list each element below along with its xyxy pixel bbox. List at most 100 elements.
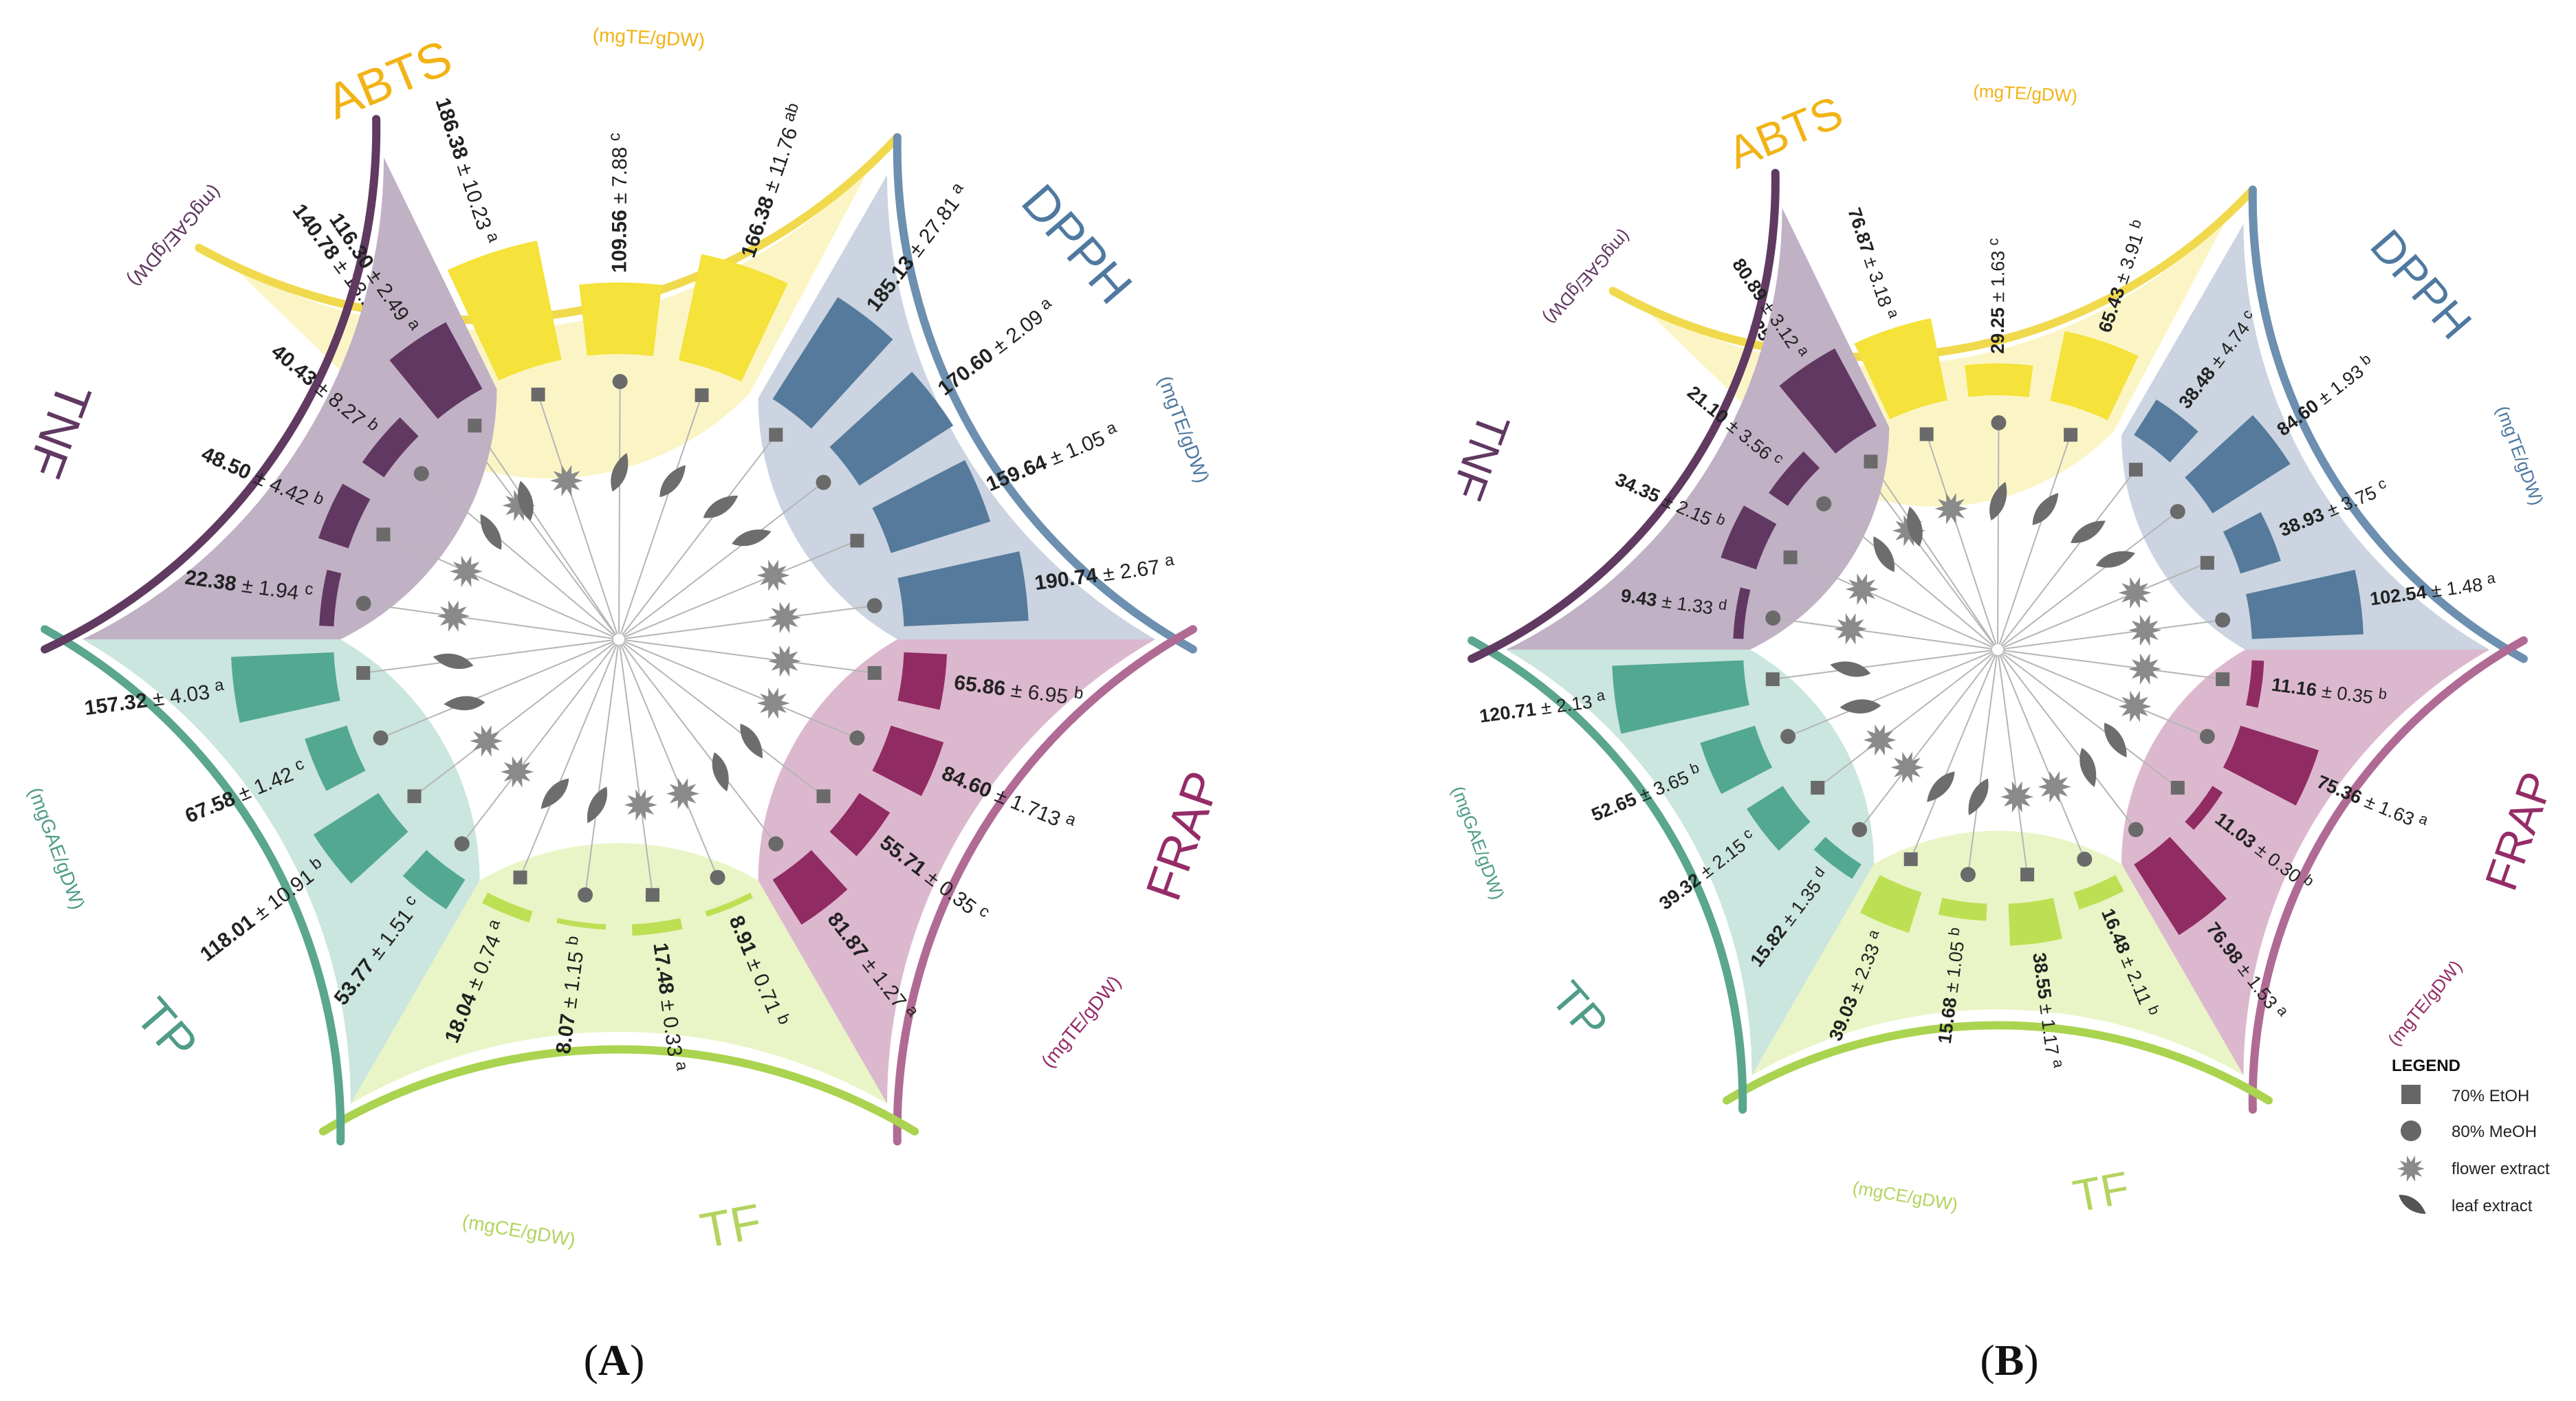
group-title-frap: FRAP <box>2475 766 2563 897</box>
group-unit-tf: (mgCE/gDW) <box>1851 1177 1959 1215</box>
circle-icon <box>1765 610 1781 626</box>
value-letter: b <box>1073 684 1084 704</box>
flower-icon <box>437 600 470 632</box>
spoke-tf-3 <box>522 644 618 872</box>
value-letter: a <box>2050 1058 2068 1069</box>
sector-bg-tnf <box>83 157 497 639</box>
bar-abts-3 <box>678 254 788 382</box>
value-sd: ± 7.88 <box>609 141 631 204</box>
bar-dpph-2 <box>2223 512 2281 574</box>
circle-icon <box>2077 851 2093 867</box>
circle-icon <box>2199 729 2215 744</box>
spoke-dpph-1 <box>2001 515 2173 647</box>
square-icon <box>2020 868 2035 882</box>
group-unit-tnf: (mgGAE/gDW) <box>1540 226 1635 328</box>
value-letter: c <box>1984 238 2001 245</box>
bar-tnf-3 <box>1779 348 1877 454</box>
bar-dpph-3 <box>2246 569 2364 639</box>
leaf-icon <box>1927 771 1955 802</box>
bar-frap-0 <box>2246 660 2264 708</box>
bar-tp-2 <box>305 725 366 791</box>
bar-tf-1 <box>631 918 683 936</box>
bar-dpph-3 <box>897 551 1029 627</box>
group-tnf: TNF(mgGAE/gDW)22.38 ± 1.94 c48.50 ± 4.42… <box>17 115 617 654</box>
square-icon <box>376 527 391 542</box>
bar-tf-0 <box>705 892 753 917</box>
group-title-tp: TP <box>125 988 208 1072</box>
leaf-icon <box>433 653 474 670</box>
bar-frap-2 <box>2185 786 2223 830</box>
group-arc-abts <box>195 133 902 324</box>
value-number: 29.25 <box>1987 302 2008 354</box>
spoke-dpph-0 <box>2000 474 2132 646</box>
leaf-icon <box>659 465 686 498</box>
bar-frap-2 <box>829 793 891 857</box>
legend-item-meoh: 80% MeOH <box>2401 1121 2537 1141</box>
circle-icon <box>2401 1121 2421 1141</box>
circle-icon <box>849 730 865 746</box>
bar-dpph-0 <box>2134 399 2198 463</box>
value-letter: b <box>2377 685 2388 703</box>
value-number: 157.32 <box>83 688 155 720</box>
legend-label-meoh: 80% MeOH <box>2452 1123 2537 1141</box>
spoke-tp-3 <box>1779 650 1993 679</box>
square-icon <box>2170 780 2185 795</box>
group-unit-abts: (mgTE/gDW) <box>1973 80 2078 106</box>
square-icon <box>1903 852 1918 866</box>
group-arc-tnf <box>1467 168 1780 663</box>
circle-icon <box>356 595 371 611</box>
group-unit-tnf: (mgGAE/gDW) <box>124 181 226 291</box>
flower-icon <box>549 465 583 496</box>
flower-icon <box>2397 1156 2425 1182</box>
value-letter: c <box>606 133 624 141</box>
bar-tf-0 <box>2073 874 2124 909</box>
group-tf: TF(mgCE/gDW)8.91 ± 0.71 b17.48 ± 0.33 a8… <box>318 644 919 1259</box>
value-number: 40.43 <box>267 340 325 395</box>
spoke-tf-0 <box>620 644 716 872</box>
value-number: 109.56 <box>608 204 631 273</box>
spoke-tf-0 <box>1999 654 2083 854</box>
group-unit-tf: (mgCE/gDW) <box>461 1211 577 1250</box>
square-icon <box>850 533 864 548</box>
group-arc-frap <box>893 625 1197 1146</box>
sector-bg-tf <box>351 843 887 1104</box>
square-icon <box>356 665 371 680</box>
circle-icon <box>2215 612 2231 628</box>
legend-label-leaf: leaf extract <box>2452 1197 2533 1215</box>
group-unit-frap: (mgTE/gDW) <box>1037 971 1125 1072</box>
circle-icon <box>710 870 725 885</box>
flower-icon <box>1890 751 1924 784</box>
sector-bg-frap <box>2121 650 2489 1076</box>
square-icon <box>2064 428 2078 442</box>
circle-icon <box>768 836 784 852</box>
spoke-tnf-3 <box>478 430 617 635</box>
panel-b-caption: (B) <box>1980 1336 2038 1385</box>
group-tf: TF(mgCE/gDW)16.48 ± 2.11 b38.55 ± 1.17 a… <box>1723 654 2273 1222</box>
value-label-dpph-1: 170.60 ± 2.09 a <box>932 294 1060 400</box>
value-letter: a <box>1595 686 1606 704</box>
value-letter: a <box>2486 569 2497 586</box>
group-tnf: TNF(mgGAE/gDW)9.43 ± 1.33 d34.35 ± 2.15 … <box>1441 168 1996 663</box>
sector-bg-tp <box>1506 650 1874 1076</box>
value-letter: a <box>213 676 225 696</box>
circle-icon <box>1816 496 1832 511</box>
bar-dpph-0 <box>772 297 893 429</box>
legend-title: LEGEND <box>2392 1057 2460 1075</box>
circle-icon <box>2170 504 2185 520</box>
bar-abts-3 <box>2050 331 2139 421</box>
value-sd: ± 2.67 <box>1102 555 1167 586</box>
spoke-frap-1 <box>624 641 851 736</box>
spoke-tnf-1 <box>389 536 615 638</box>
flower-icon <box>2397 1156 2425 1182</box>
spoke-abts-2 <box>618 388 621 635</box>
group-arc-tf <box>318 1045 919 1136</box>
value-letter: b <box>563 935 583 947</box>
panel-b-chart: ABTS(mgTE/gDW)25.56 ± 2.96 c76.87 ± 3.18… <box>1441 80 2563 1222</box>
flower-icon <box>501 756 534 788</box>
bar-dpph-1 <box>829 371 954 486</box>
spoke-tp-2 <box>386 641 614 736</box>
leaf-icon <box>611 452 629 492</box>
legend: LEGEND 70% EtOH 80% MeOH flower extract … <box>2392 1057 2550 1215</box>
leaf-icon <box>518 481 534 521</box>
value-number: 118.01 <box>196 907 263 966</box>
